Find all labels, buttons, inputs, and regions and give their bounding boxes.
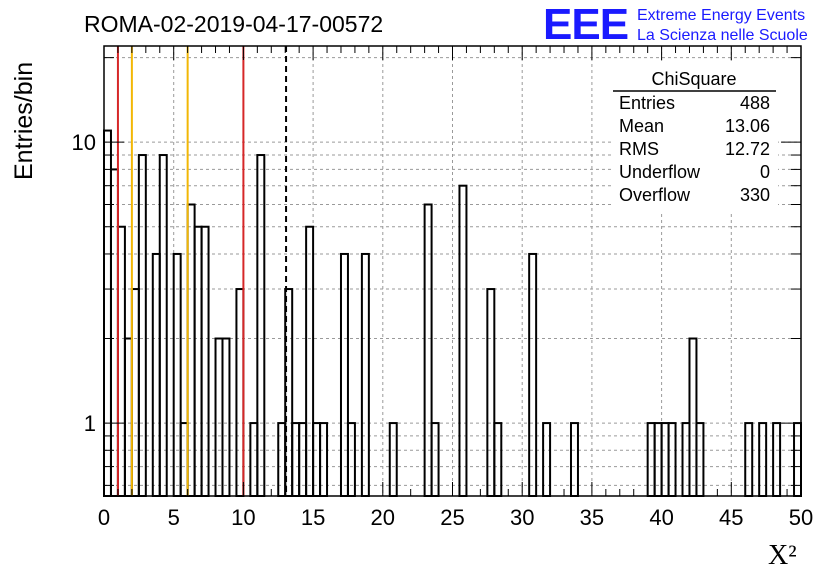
stats-box: ChiSquare Entries 488 Mean 13.06 RMS 12.72 Und… bbox=[611, 64, 778, 211]
histogram-bin bbox=[423, 203, 433, 497]
histogram-bin bbox=[200, 225, 210, 497]
stats-box-background bbox=[611, 64, 778, 211]
x-tick-label: 25 bbox=[440, 505, 464, 530]
histogram-bin bbox=[116, 225, 126, 497]
stats-label: Entries bbox=[619, 93, 675, 113]
histogram-bin bbox=[235, 288, 245, 497]
stats-rows: Entries 488 Mean 13.06 RMS 12.72 Underflow 0 Ove… bbox=[619, 93, 770, 205]
histogram-bin bbox=[214, 337, 224, 497]
logo-line2: La Scienza nelle Scuole bbox=[637, 27, 808, 44]
x-tick-label: 0 bbox=[98, 505, 110, 530]
histogram-bin bbox=[137, 154, 147, 498]
logo-line1: Extreme Energy Events bbox=[637, 7, 805, 24]
axes: 0 5 10 15 20 25 30 35 40 45 50 1 10 bbox=[72, 45, 813, 530]
histogram-bin bbox=[172, 252, 182, 497]
histogram-bin bbox=[158, 154, 168, 498]
stats-value: 330 bbox=[740, 185, 770, 205]
eee-logo: EEE Extreme Energy Events La Scienza nel… bbox=[543, 0, 808, 49]
stats-value: 488 bbox=[740, 93, 770, 113]
histogram-bin bbox=[256, 154, 266, 498]
y-axis-label: Entries/bin bbox=[10, 62, 38, 180]
x-tick-label: 35 bbox=[580, 505, 604, 530]
histogram-bin bbox=[130, 288, 140, 497]
x-tick-label: 20 bbox=[371, 505, 395, 530]
histogram-bin bbox=[151, 252, 161, 497]
histogram-bin bbox=[193, 225, 203, 497]
stats-value: 12.72 bbox=[725, 139, 770, 159]
y-tick-label: 10 bbox=[72, 130, 96, 155]
stats-value: 0 bbox=[760, 162, 770, 182]
histogram-bin bbox=[123, 337, 133, 497]
stats-label: Underflow bbox=[619, 162, 701, 182]
x-tick-label: 50 bbox=[789, 505, 813, 530]
x-tick-label: 5 bbox=[168, 505, 180, 530]
histogram-bin bbox=[360, 252, 370, 497]
histogram-bin bbox=[186, 203, 196, 497]
stats-label: Overflow bbox=[619, 185, 691, 205]
stats-label: Mean bbox=[619, 116, 664, 136]
chart-title: ROMA-02-2019-04-17-00572 bbox=[84, 11, 383, 37]
histogram-bin bbox=[339, 252, 349, 497]
x-tick-label: 45 bbox=[719, 505, 743, 530]
stats-header: ChiSquare bbox=[651, 69, 736, 89]
stats-label: RMS bbox=[619, 139, 659, 159]
y-tick-label: 1 bbox=[84, 411, 96, 436]
x-tick-label: 30 bbox=[510, 505, 534, 530]
histogram-bin bbox=[486, 288, 496, 497]
histogram-bin bbox=[221, 337, 231, 497]
x-tick-label: 15 bbox=[301, 505, 325, 530]
histogram-bin bbox=[528, 252, 538, 497]
histogram-bin bbox=[305, 225, 315, 497]
reference-lines bbox=[116, 46, 288, 496]
x-axis-label: X² bbox=[768, 540, 797, 571]
histogram-bin bbox=[458, 184, 468, 498]
histogram-bin bbox=[109, 168, 119, 497]
logo-mark: EEE bbox=[543, 0, 628, 49]
stats-value: 13.06 bbox=[725, 116, 770, 136]
x-tick-label: 10 bbox=[231, 505, 255, 530]
histogram-bin bbox=[688, 337, 698, 497]
x-tick-label: 40 bbox=[649, 505, 673, 530]
